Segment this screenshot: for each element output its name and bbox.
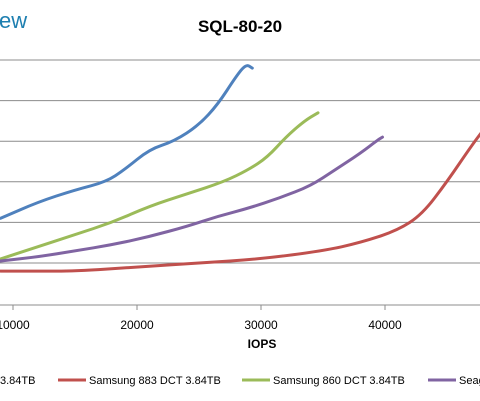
gridlines — [0, 59, 480, 306]
legend-label-2: Samsung 883 DCT 3.84TB — [89, 375, 221, 387]
x-tick-label: 10000 — [0, 318, 30, 332]
series-lines — [0, 64, 480, 273]
legend-label-1: 3.84TB — [0, 375, 35, 387]
x-tick-label: 20000 — [120, 318, 154, 332]
series-line-3 — [0, 111, 320, 261]
x-tick-labels: 10000 20000 30000 40000 — [0, 305, 402, 332]
legend: 3.84TB Samsung 883 DCT 3.84TB Samsung 860 … — [0, 375, 480, 387]
chart-title: SQL-80-20 — [198, 17, 282, 36]
x-axis-label: IOPS — [248, 337, 277, 351]
x-tick-label: 40000 — [368, 318, 402, 332]
series-line-4 — [0, 135, 384, 263]
brand-logo: ew — [0, 8, 27, 33]
x-tick-label: 30000 — [244, 318, 278, 332]
series-line-1 — [0, 64, 254, 220]
legend-label-4: Seag — [459, 375, 480, 387]
legend-label-3: Samsung 860 DCT 3.84TB — [273, 375, 405, 387]
series-line-2 — [0, 132, 480, 273]
